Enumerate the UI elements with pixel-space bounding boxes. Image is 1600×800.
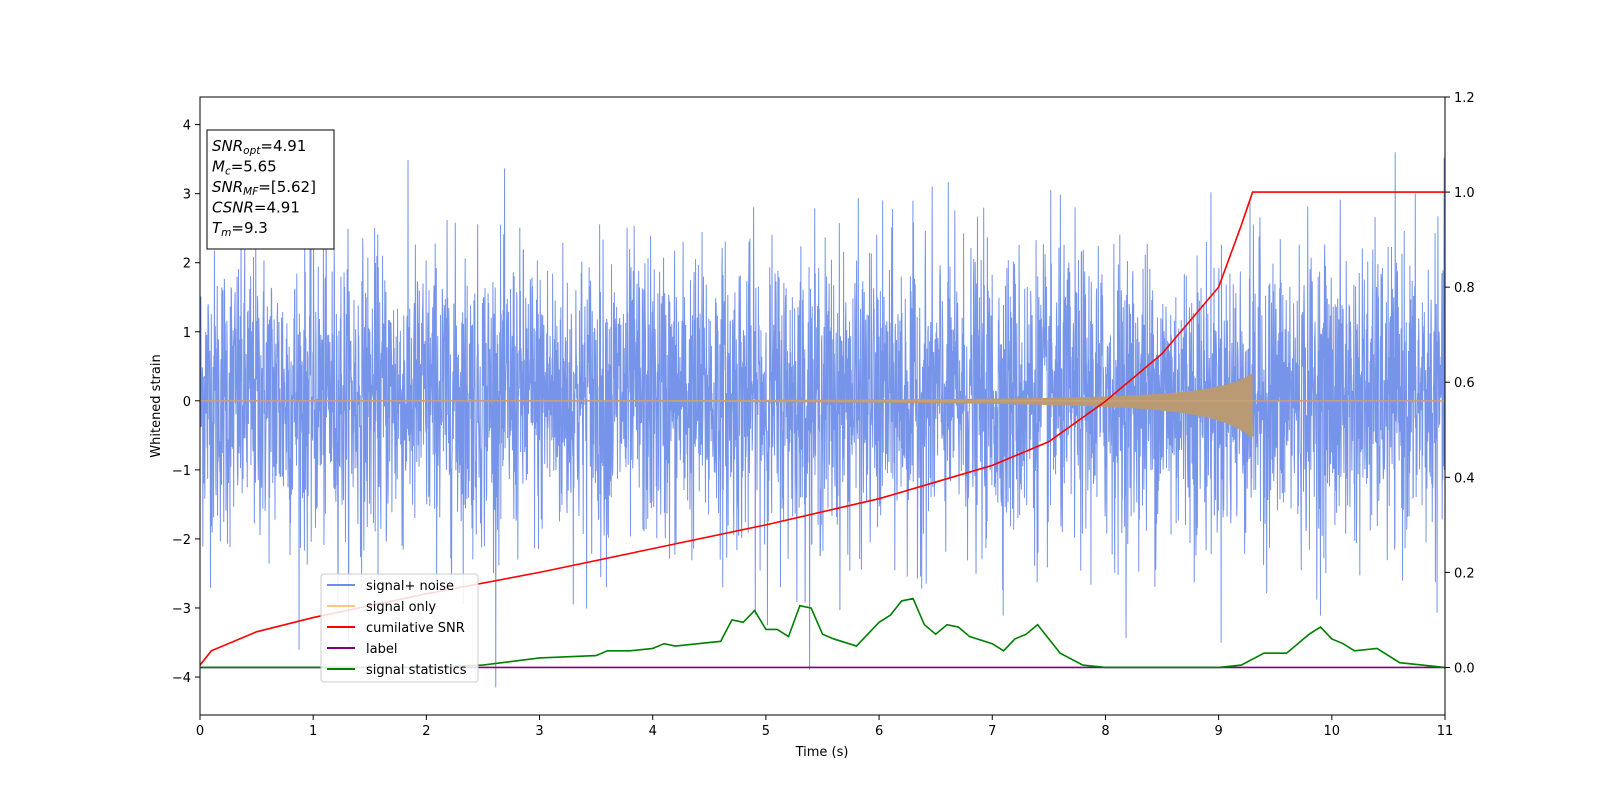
info-line: SNRMF=[5.62] [212, 178, 316, 198]
info-line: Tm=9.3 [212, 219, 268, 239]
y2-tick-label: 1.2 [1454, 91, 1475, 106]
y2-tick-label: 0.4 [1454, 471, 1475, 486]
y-tick-label: −2 [172, 533, 191, 548]
axes-layer: 0 1 2 3 4 5 6 7 8 9 10 11 −4 −3 −2 −1 0 1 2 3 4 0.0 0.2 0.4 0.6 0… [172, 91, 1475, 739]
x-tick-label: 1 [309, 724, 317, 739]
plot-frame [199, 96, 1446, 716]
legend: signal+ noise signal only cumilative SNR la… [320, 573, 479, 683]
series-cumulative-snr [200, 191, 1445, 666]
x-tick-label: 11 [1437, 724, 1454, 739]
y-tick-label: −3 [172, 602, 191, 617]
info-box-frame [206, 129, 335, 250]
y-tick-label: 4 [183, 119, 191, 134]
y2-tick-label: 0.2 [1454, 566, 1475, 581]
legend-entry: cumilative SNR [366, 621, 465, 636]
legend-entry: signal statistics [366, 663, 467, 678]
y2-tick-label: 0.8 [1454, 281, 1475, 296]
info-line: SNRopt=4.91 [212, 137, 306, 157]
info-line: CSNR=4.91 [212, 199, 300, 217]
x-tick-label: 2 [422, 724, 430, 739]
x-tick-label: 4 [649, 724, 657, 739]
y-tick-label: −4 [172, 671, 191, 686]
y-axis-label: Whitened strain [149, 354, 164, 457]
y2-tick-label: 0.6 [1454, 376, 1475, 391]
y-tick-label: 1 [183, 326, 191, 341]
x-tick-label: 0 [196, 724, 204, 739]
x-tick-label: 6 [875, 724, 883, 739]
legend-entry: signal only [366, 600, 436, 615]
x-tick-label: 10 [1324, 724, 1341, 739]
y-tick-label: 3 [183, 188, 191, 203]
series-signal-plus-noise [200, 152, 1445, 688]
y-tick-label: −1 [172, 464, 191, 479]
x-tick-label: 7 [988, 724, 996, 739]
y2-tick-label: 0.0 [1454, 661, 1475, 676]
legend-entry: signal+ noise [366, 579, 454, 594]
x-tick-label: 3 [535, 724, 543, 739]
info-line: Mc=5.65 [212, 158, 277, 178]
x-tick-label: 5 [762, 724, 770, 739]
series-signal-statistics [200, 597, 1445, 669]
x-axis-label: Time (s) [795, 745, 849, 760]
y-tick-label: 0 [183, 395, 191, 410]
y-tick-label: 2 [183, 257, 191, 272]
x-tick-label: 8 [1101, 724, 1109, 739]
legend-frame [320, 573, 479, 683]
legend-entry: label [366, 642, 397, 657]
x-tick-label: 9 [1214, 724, 1222, 739]
y2-tick-label: 1.0 [1454, 186, 1475, 201]
